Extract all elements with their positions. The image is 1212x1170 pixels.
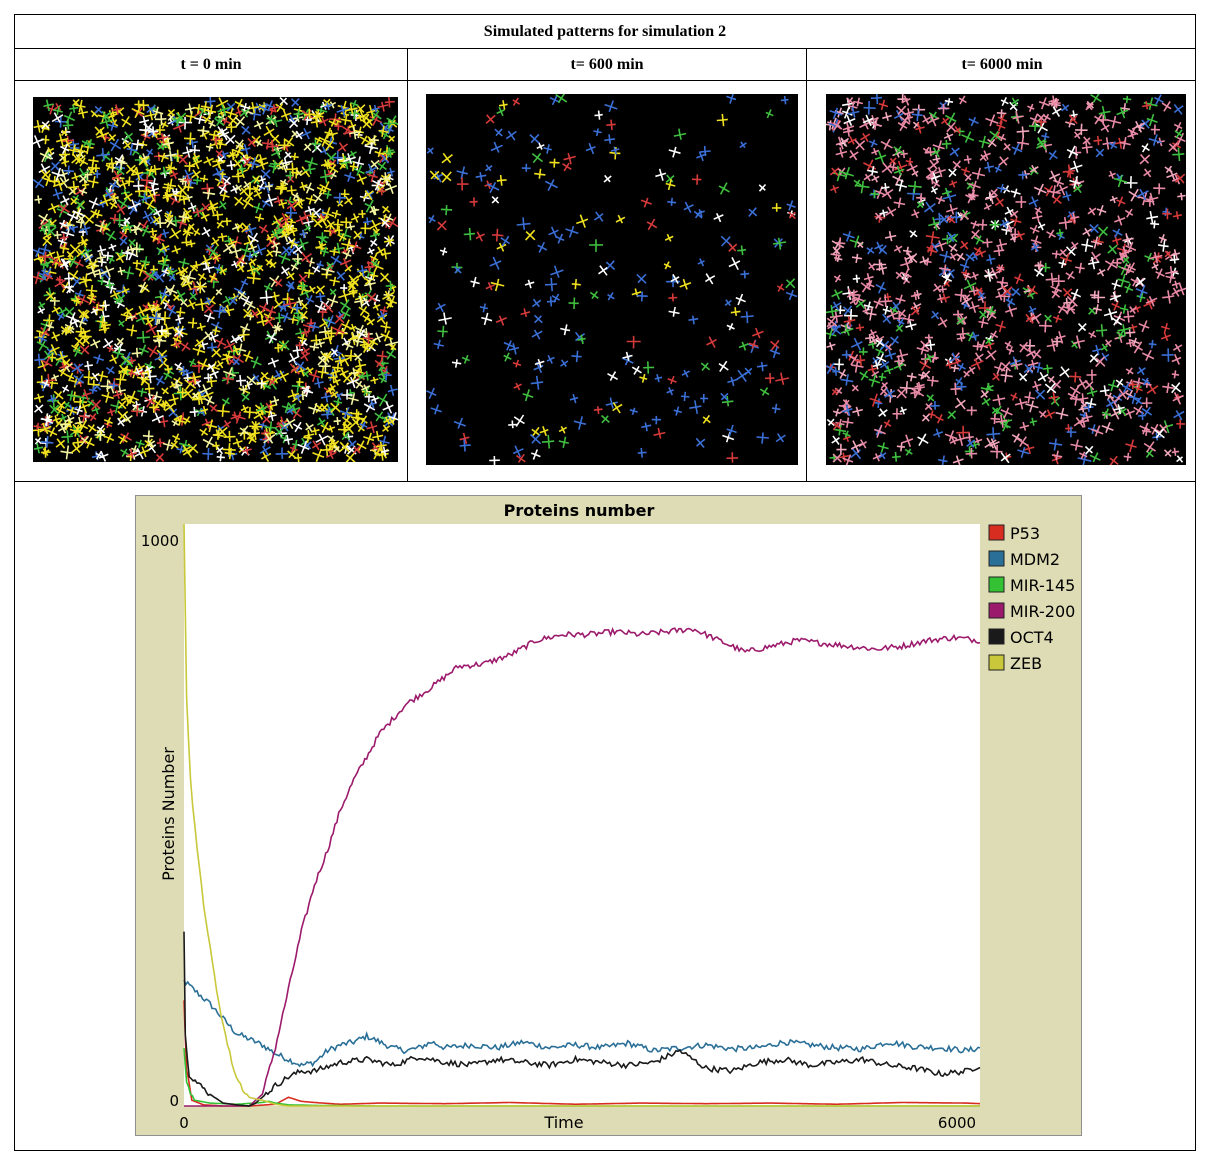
y-axis-label: Proteins Number — [159, 747, 178, 881]
series-line-mdm2 — [183, 979, 981, 1068]
figure-title: Simulated patterns for simulation 2 — [483, 22, 727, 40]
legend-label-mir-200: MIR-200 — [1010, 602, 1075, 621]
plot-area — [184, 524, 980, 1106]
proteins-number-chart: Proteins number 1000 0 0 6000 Time Prote… — [135, 495, 1082, 1136]
column-divider-2 — [806, 48, 807, 481]
y-tick-label-top: 1000 — [141, 532, 179, 550]
legend-label-mdm2: MDM2 — [1010, 550, 1060, 569]
table-divider-1 — [15, 48, 1195, 49]
simulation-pattern-t600 — [426, 94, 798, 465]
chart-legend: P53 MDM2 MIR-145 MIR-200 OCT4 ZEB — [988, 524, 1075, 673]
agent-glyphs — [33, 97, 398, 462]
legend-swatch-oct4 — [988, 628, 1005, 645]
agent-glyphs — [826, 94, 1186, 465]
legend-label-zeb: ZEB — [1010, 654, 1042, 673]
column-header-t6000: t= 6000 min — [961, 55, 1043, 73]
legend-label-p53: P53 — [1010, 524, 1040, 543]
column-header-t600: t= 600 min — [570, 55, 644, 73]
legend-swatch-zeb — [988, 654, 1005, 671]
legend-swatch-mdm2 — [988, 550, 1005, 567]
x-tick-label-left: 0 — [179, 1114, 189, 1132]
legend-swatch-mir-145 — [988, 576, 1005, 593]
series-line-oct4 — [183, 931, 981, 1107]
column-header-t0: t = 0 min — [180, 55, 242, 73]
table-divider-3 — [15, 481, 1195, 482]
legend-swatch-mir-200 — [988, 602, 1005, 619]
series-line-p53 — [183, 1000, 981, 1107]
agent-glyphs — [426, 94, 798, 465]
table-divider-2 — [15, 80, 1195, 81]
x-tick-label-right: 6000 — [938, 1114, 976, 1132]
legend-label-oct4: OCT4 — [1010, 628, 1054, 647]
legend-label-mir-145: MIR-145 — [1010, 576, 1075, 595]
column-divider-1 — [407, 48, 408, 481]
simulation-pattern-t0 — [33, 97, 398, 462]
chart-canvas: Proteins number 1000 0 0 6000 Time Prote… — [141, 501, 1076, 1132]
chart-title: Proteins number — [504, 501, 655, 520]
x-axis-label: Time — [543, 1113, 583, 1132]
series-line-mir-200 — [184, 626, 981, 1107]
series-line-zeb — [183, 523, 980, 1107]
simulation-pattern-t6000 — [826, 94, 1186, 465]
figure-table: Simulated patterns for simulation 2 t = … — [14, 14, 1196, 1151]
series-layer — [183, 523, 981, 1107]
y-tick-label-bottom: 0 — [169, 1092, 179, 1110]
legend-swatch-p53 — [988, 524, 1005, 541]
